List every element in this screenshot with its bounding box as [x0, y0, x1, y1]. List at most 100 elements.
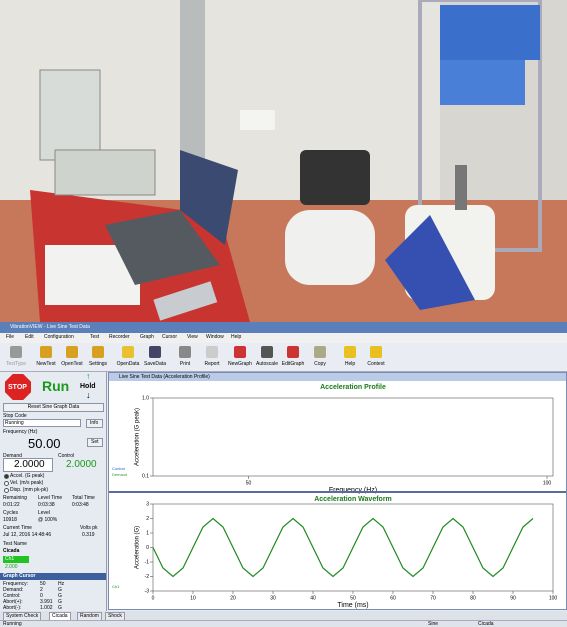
chart-window: Live Sine Test Data (Acceleration Profil…: [108, 372, 567, 610]
title-bar: [0, 322, 567, 333]
toolbar-icon[interactable]: [370, 346, 382, 358]
stop-label[interactable]: STOP: [8, 384, 27, 391]
menu-item[interactable]: View: [187, 334, 198, 340]
set-button[interactable]: [87, 438, 103, 447]
info-button[interactable]: [86, 419, 103, 428]
menu-item[interactable]: Cursor: [162, 334, 178, 340]
menu-item[interactable]: File: [6, 334, 15, 340]
label: Level: [38, 510, 50, 516]
menu-item[interactable]: Edit: [25, 334, 34, 340]
x-tick-label: 90: [510, 595, 516, 601]
radio[interactable]: [4, 488, 9, 493]
label: 0.319: [82, 532, 95, 538]
menu-bar: File Edit Configuration Test Recorder Graph Cu…: [0, 333, 567, 343]
label: 0:01:22: [3, 502, 20, 508]
radio[interactable]: [4, 474, 9, 479]
menu-item[interactable]: Graph: [140, 334, 154, 340]
toolbar-icon[interactable]: [344, 346, 356, 358]
graph-cursor-bar: [0, 573, 106, 580]
y-tick-label: 0.1: [142, 473, 149, 479]
cursor-cell: 50: [40, 581, 46, 587]
toolbar-label[interactable]: Context: [367, 361, 385, 367]
set-label[interactable]: Set: [91, 439, 99, 445]
toolbar-label[interactable]: Report: [204, 361, 220, 367]
hold-button[interactable]: Hold: [80, 383, 96, 390]
menu-item[interactable]: Configuration: [44, 334, 74, 340]
y-axis-label: Acceleration (G peak): [135, 408, 141, 466]
radio[interactable]: [4, 481, 9, 486]
toolbar-label[interactable]: TestType: [5, 361, 26, 367]
cursor-cell: G: [58, 593, 62, 599]
cursor-cell: Abort(-):: [3, 605, 22, 611]
toolbar-icon[interactable]: [122, 346, 134, 358]
toolbar-icon[interactable]: [179, 346, 191, 358]
x-tick-label: 100: [543, 480, 552, 486]
stop-button[interactable]: [5, 374, 31, 400]
label: Ch1: [5, 556, 15, 562]
toolbar-label[interactable]: OpenData: [116, 361, 140, 367]
toolbar-label[interactable]: Autoscale: [256, 361, 278, 367]
y-tick-label: -1: [145, 559, 150, 565]
label: Test Name: [3, 541, 27, 547]
toolbar-icon[interactable]: [10, 346, 22, 358]
menu-item[interactable]: Test: [90, 334, 100, 340]
toolbar-label[interactable]: Print: [179, 361, 191, 367]
radio-label[interactable]: Vel. (m/s peak): [10, 480, 44, 486]
toolbar-label[interactable]: EditGraph: [281, 361, 305, 367]
toolbar-icon[interactable]: [206, 346, 218, 358]
menu-item[interactable]: Recorder: [109, 334, 130, 340]
status-item: Running: [3, 621, 22, 627]
label: Cycles: [3, 510, 19, 516]
label: Control: [58, 453, 75, 459]
toolbar-label[interactable]: NewTest: [36, 361, 56, 367]
toolbar: TestType NewTest OpenTest Settings OpenData S…: [0, 343, 567, 372]
toolbar-icon[interactable]: [92, 346, 104, 358]
y-tick-label: 1: [146, 530, 149, 536]
toolbar-icon[interactable]: [66, 346, 78, 358]
label: 0:03:48: [72, 502, 89, 508]
info-label[interactable]: Info: [90, 420, 99, 426]
x-tick-label: 60: [390, 595, 396, 601]
toolbar-icon[interactable]: [234, 346, 246, 358]
radio-label[interactable]: Accel. (G peak): [10, 473, 45, 479]
run-button[interactable]: Run: [42, 378, 70, 394]
y-tick-label: 0: [146, 545, 149, 551]
menu-item[interactable]: Help: [231, 334, 242, 340]
cursor-cell: G: [58, 599, 62, 605]
graph-cursor-title: Graph Cursor: [3, 573, 36, 579]
toolbar-label[interactable]: Copy: [314, 361, 326, 367]
demand-box: [3, 458, 53, 472]
toolbar-label[interactable]: SaveData: [144, 361, 166, 367]
label: Cicada: [3, 548, 20, 554]
label: Remaining: [3, 495, 27, 501]
radio-label[interactable]: Disp. (mm pk-pk): [10, 487, 49, 493]
y-axis-label: Acceleration (G): [135, 526, 141, 569]
toolbar-icon[interactable]: [149, 346, 161, 358]
label: Level Time: [38, 495, 63, 501]
label: Current Time: [3, 525, 32, 531]
label: Frequency (Hz): [3, 429, 38, 435]
reset-button[interactable]: [3, 403, 104, 412]
reset-label[interactable]: Reset Sine Graph Data: [27, 404, 80, 410]
toolbar-icon[interactable]: [287, 346, 299, 358]
status-item: Sine: [428, 621, 439, 627]
cursor-cell: 2: [40, 587, 43, 593]
toolbar-label[interactable]: Settings: [88, 361, 108, 367]
toolbar-label[interactable]: Help: [344, 361, 356, 367]
toolbar-label[interactable]: NewGraph: [228, 361, 252, 367]
toolbar-icon[interactable]: [314, 346, 326, 358]
label: @ 100%: [38, 517, 58, 523]
cursor-cell: 0: [40, 593, 43, 599]
cursor-cell: Frequency:: [3, 581, 29, 587]
series-line: [152, 517, 534, 578]
toolbar-label[interactable]: OpenTest: [61, 361, 83, 367]
x-tick-label: 30: [270, 595, 276, 601]
y-tick-label: -3: [145, 588, 150, 594]
legend-entry: Demand: [112, 472, 127, 477]
cursor-cell: Hz: [58, 581, 65, 587]
toolbar-icon[interactable]: [40, 346, 52, 358]
window-title: VibrationVIEW - Live Sine Test Data: [10, 324, 90, 330]
menu-item[interactable]: Window: [206, 334, 224, 340]
toolbar-icon[interactable]: [261, 346, 273, 358]
